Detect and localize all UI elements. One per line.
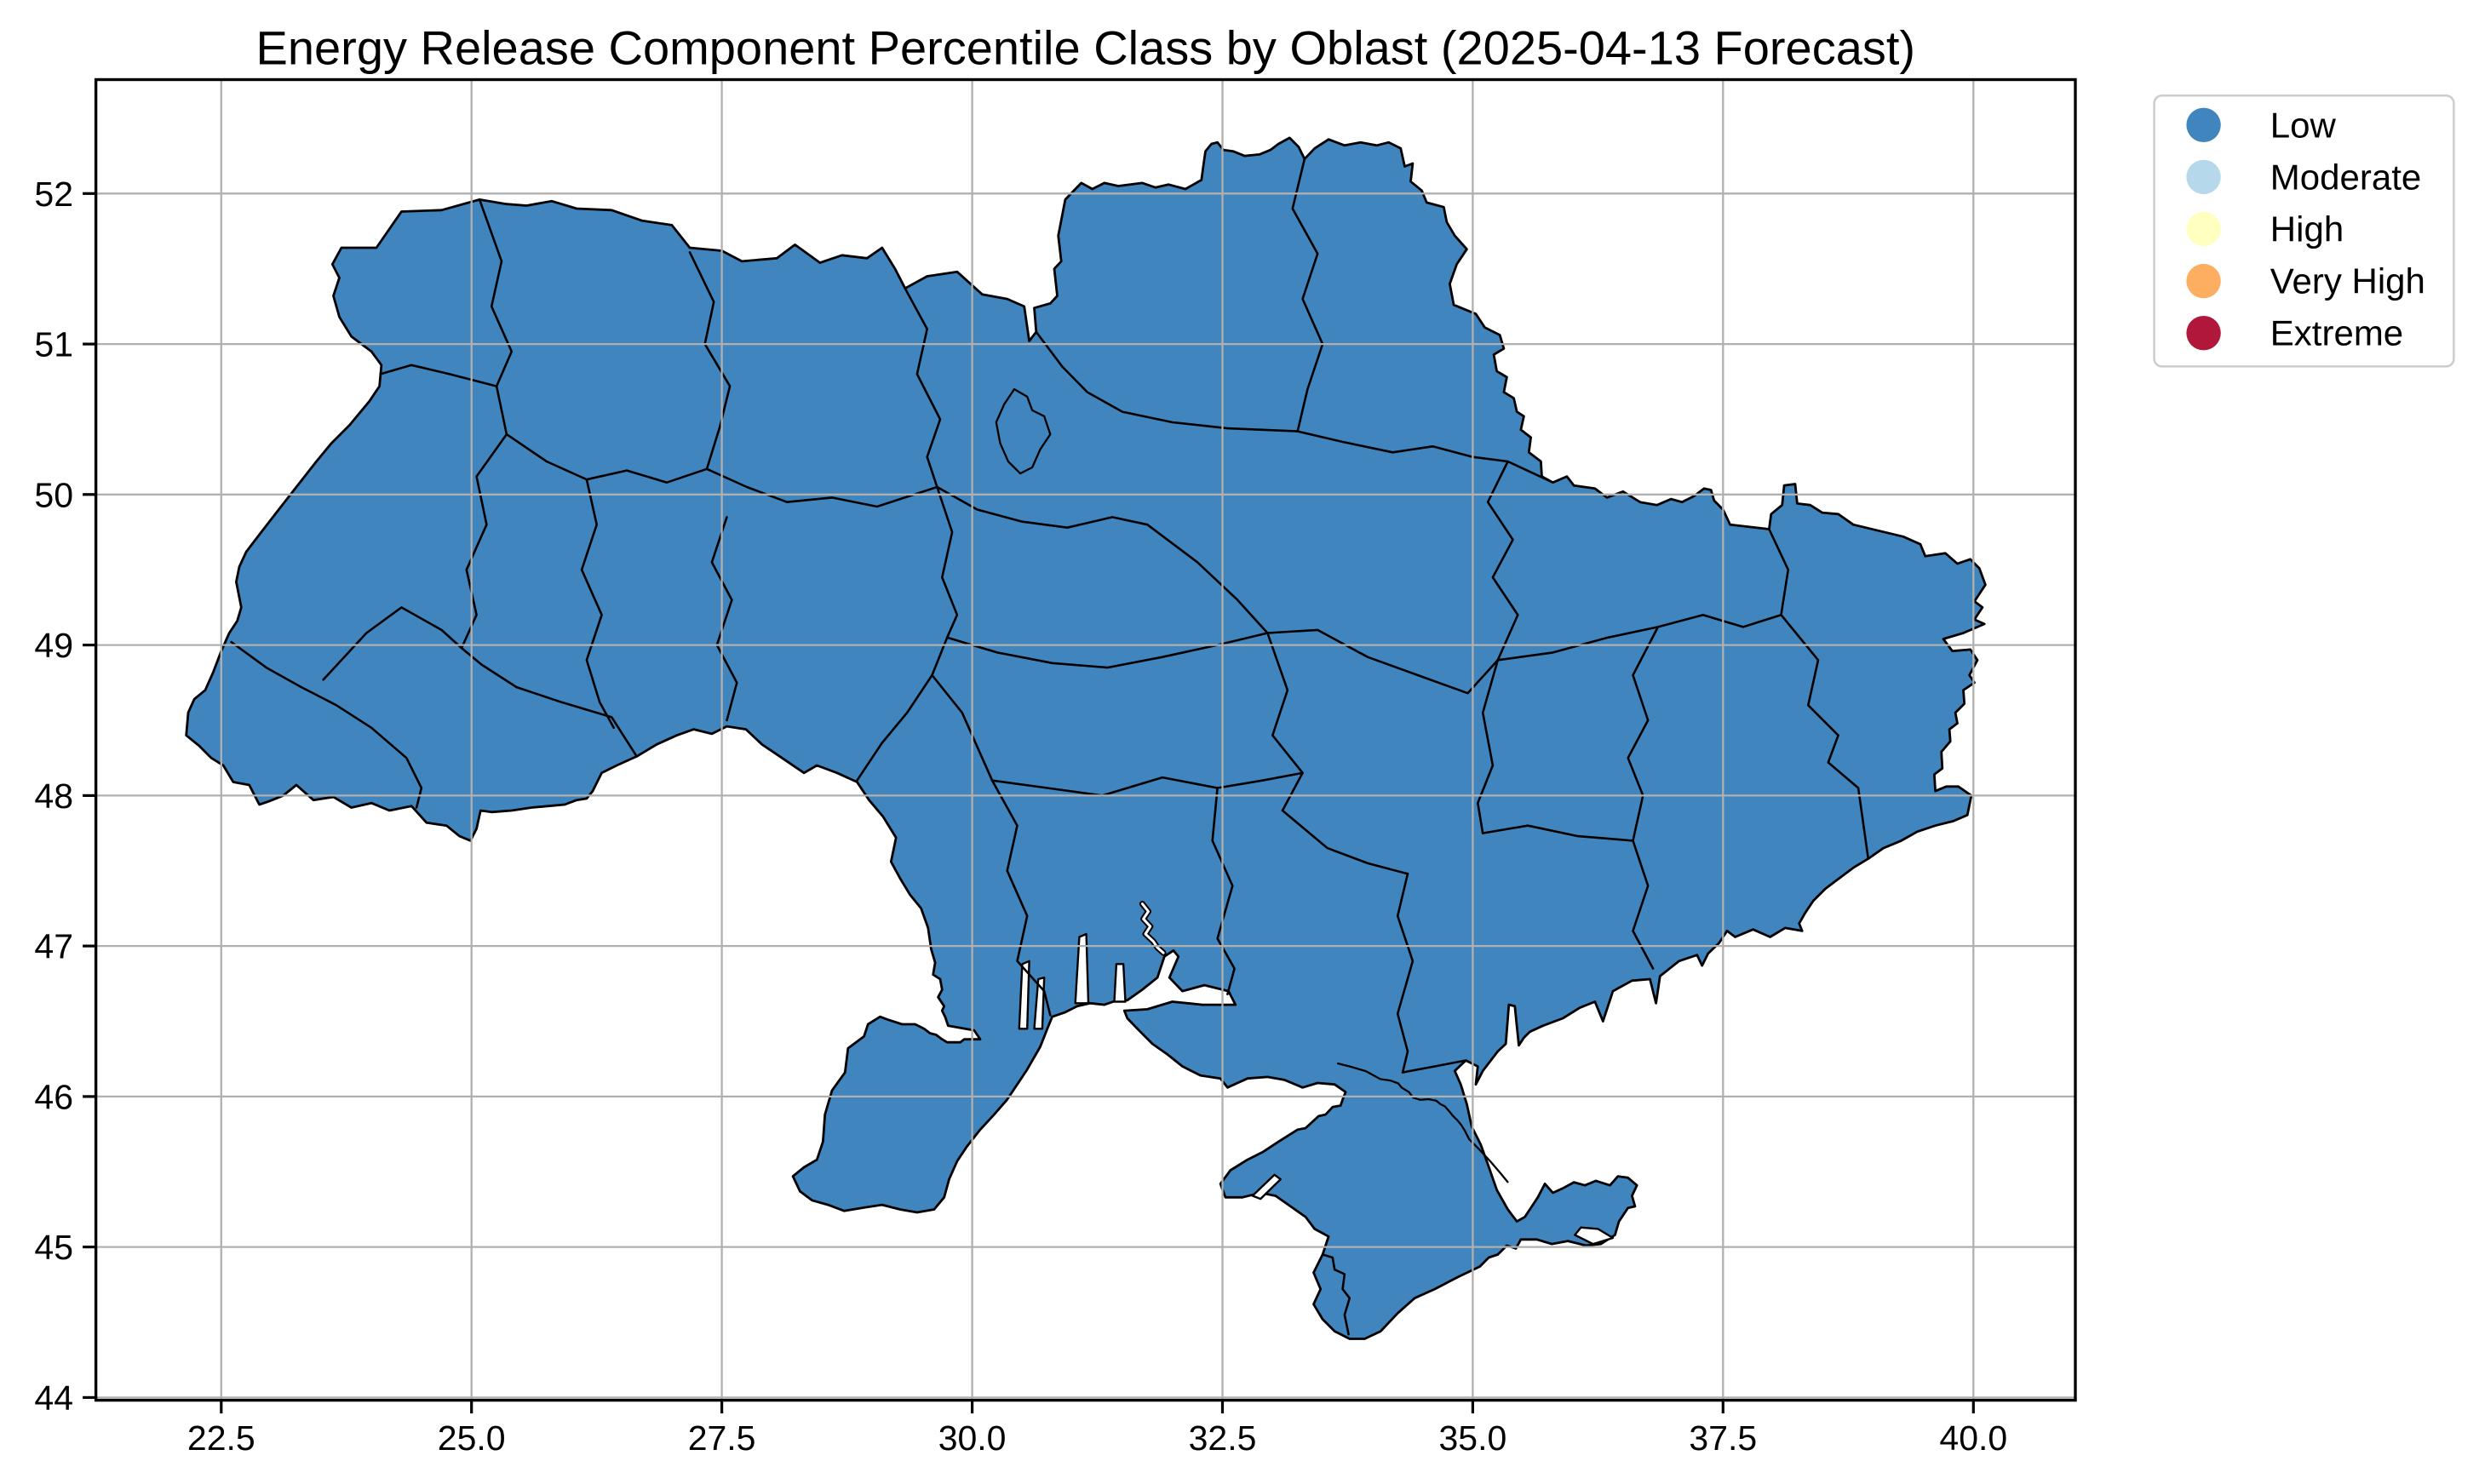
svg-text:30.0: 30.0	[938, 1418, 1007, 1458]
svg-text:High: High	[2270, 209, 2344, 249]
svg-text:46: 46	[34, 1077, 73, 1116]
svg-text:Energy Release Component Perce: Energy Release Component Percentile Clas…	[256, 21, 1916, 75]
svg-text:Extreme: Extreme	[2270, 313, 2403, 353]
svg-text:Very High: Very High	[2270, 261, 2425, 301]
svg-text:44: 44	[34, 1378, 73, 1418]
svg-text:35.0: 35.0	[1438, 1418, 1506, 1458]
svg-text:51: 51	[34, 325, 73, 364]
svg-text:48: 48	[34, 776, 73, 816]
svg-text:49: 49	[34, 626, 73, 665]
svg-text:25.0: 25.0	[438, 1418, 506, 1458]
svg-text:47: 47	[34, 927, 73, 966]
svg-text:40.0: 40.0	[1939, 1418, 2007, 1458]
svg-text:45: 45	[34, 1228, 73, 1267]
svg-text:52: 52	[34, 175, 73, 214]
svg-text:Low: Low	[2270, 105, 2337, 145]
svg-text:27.5: 27.5	[688, 1418, 756, 1458]
svg-text:Moderate: Moderate	[2270, 157, 2421, 197]
svg-text:32.5: 32.5	[1189, 1418, 1257, 1458]
svg-text:37.5: 37.5	[1689, 1418, 1757, 1458]
svg-text:22.5: 22.5	[187, 1418, 255, 1458]
svg-text:50: 50	[34, 475, 73, 514]
